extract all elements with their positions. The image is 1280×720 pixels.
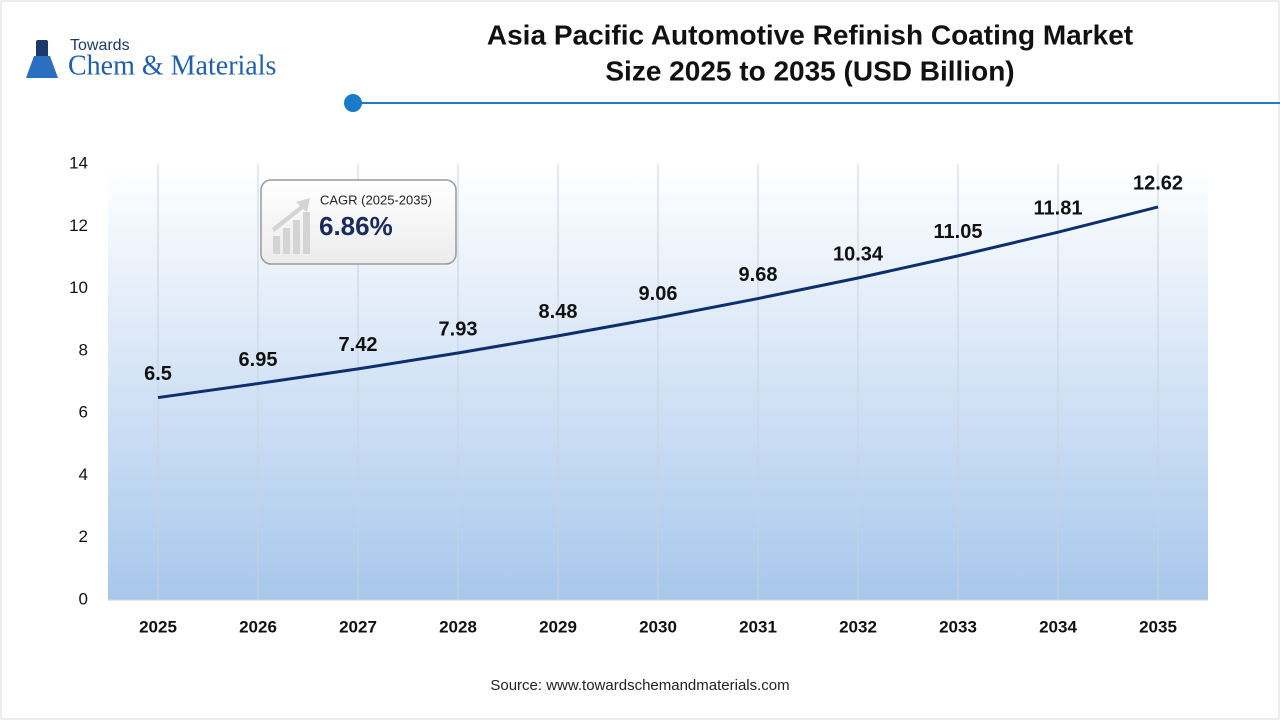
cagr-box: CAGR (2025-2035) 6.86% (260, 179, 457, 265)
y-tick-label: 8 (79, 340, 88, 359)
x-tick-label: 2034 (1039, 617, 1077, 636)
x-tick-label: 2029 (539, 617, 577, 636)
header-dot (344, 94, 362, 112)
data-label: 10.34 (833, 243, 884, 265)
data-label: 6.5 (144, 363, 172, 385)
line (157, 205, 1159, 400)
data-label: 11.81 (1034, 197, 1083, 219)
y-tick-label: 2 (79, 527, 88, 546)
logo-flask (26, 56, 58, 78)
x-tick-label: 2028 (439, 617, 477, 636)
logo-bottom: Chem & Materials (68, 50, 276, 81)
y-tick-label: 4 (79, 465, 88, 484)
data-label: 12.62 (1133, 172, 1183, 194)
y-tick-label: 12 (69, 216, 88, 235)
y-tick-label: 14 (69, 153, 88, 172)
x-tick-label: 2031 (739, 617, 777, 636)
data-label: 9.06 (639, 283, 678, 305)
x-tick-label: 2033 (939, 617, 977, 636)
chart-title: Asia Pacific Automotive Refinish Coating… (487, 19, 1133, 50)
data-label: 6.95 (239, 349, 278, 371)
x-tick-label: 2026 (239, 617, 277, 636)
x-tick-label: 2025 (139, 617, 177, 636)
data-label: 7.93 (439, 318, 478, 340)
x-tick-label: 2030 (639, 617, 677, 636)
source: Source: www.towardschemandmaterials.com (490, 677, 789, 694)
data-label: 7.42 (339, 334, 378, 356)
plot: 0 2 4 6 8 10 12 14 2025 2026 2027 2028 2029 2030 2031 2… (69, 153, 1208, 636)
logo: Towards Chem & Materials (26, 37, 276, 81)
data-label: 11.05 (934, 221, 983, 243)
cagr-label: CAGR (2025-2035) (320, 192, 432, 207)
x-tick-label: 2027 (339, 617, 377, 636)
cagr-value: 6.86% (319, 211, 393, 241)
data-label: 8.48 (539, 301, 578, 323)
x-tick-label: 2032 (839, 617, 877, 636)
x-tick-label: 2035 (1139, 617, 1177, 636)
y-tick-label: 10 (69, 278, 88, 297)
cagr-icon (272, 198, 310, 254)
y-tick-label: 0 (79, 589, 88, 608)
chart-title: Size 2025 to 2035 (USD Billion) (605, 55, 1014, 86)
data-label: 9.68 (739, 264, 778, 286)
y-tick-label: 6 (79, 403, 88, 422)
logo-top: Towards (70, 37, 130, 54)
